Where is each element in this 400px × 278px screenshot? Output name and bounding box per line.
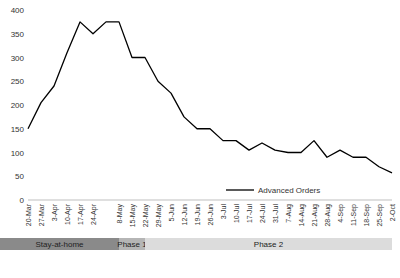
x-axis: [28, 200, 392, 201]
y-tick-label: 300: [11, 54, 25, 63]
x-tick-label: 12-Jun: [181, 204, 188, 226]
x-tick-label: 17-Jul: [246, 204, 253, 224]
x-tick-label: 27-Mar: [38, 203, 45, 226]
phase-label: Phase 1: [117, 240, 147, 249]
x-tick-label: 10-Jul: [233, 204, 240, 224]
x-tick-label: 24-Apr: [90, 203, 98, 225]
x-tick-label: 28-Aug: [324, 204, 332, 227]
x-tick-label: 26-Jun: [207, 204, 214, 226]
x-tick-label: 8-May: [116, 204, 124, 224]
legend-label: Advanced Orders: [258, 186, 320, 195]
x-tick-label: 20-Mar: [25, 203, 32, 226]
y-tick-label: 250: [11, 77, 25, 86]
y-tick-label: 100: [11, 149, 25, 158]
x-tick-label: 21-Aug: [311, 204, 319, 227]
x-tick-label: 17-Apr: [77, 203, 85, 225]
x-tick-label: 3-Apr: [51, 203, 59, 221]
y-tick-label: 400: [11, 6, 25, 15]
legend-swatch: [226, 189, 254, 190]
y-tick-label: 200: [11, 101, 25, 110]
x-tick-label: 24-Jul: [259, 204, 266, 224]
x-tick-label: 3-Jul: [220, 204, 227, 220]
chart: 0 50 100 150 200 250 300 350 400 20-Mar 27-Mar 3-Ap…: [0, 0, 400, 278]
x-tick-label: 14-Aug: [298, 204, 306, 227]
x-tick-label: 29-May: [155, 204, 163, 228]
phase-label: Phase 2: [254, 240, 284, 249]
x-tick-label: 15-May: [129, 204, 137, 228]
x-tick-label: 31-Jul: [272, 204, 279, 224]
x-tick-label: 4-Sep: [337, 204, 345, 223]
phase-bar: [0, 238, 119, 250]
y-tick-label: 0: [20, 196, 25, 205]
x-tick-label: 7-Aug: [285, 204, 293, 223]
x-tick-label: 18-Sep: [363, 204, 371, 227]
x-tick-label: 11-Sep: [350, 204, 358, 226]
y-tick-label: 350: [11, 30, 25, 39]
phase-bar: [145, 238, 392, 250]
plot-area: [28, 22, 392, 173]
series-line: [28, 22, 392, 173]
x-tick-label: 2-Oct: [389, 204, 396, 221]
x-tick-label: 5-Jun: [168, 204, 175, 222]
x-tick-label: 25-Sep: [376, 204, 384, 227]
x-tick-label: 10-Apr: [64, 203, 72, 225]
x-tick-label: 19-Jun: [194, 204, 201, 226]
y-tick-label: 150: [11, 125, 25, 134]
y-tick-label: 50: [15, 172, 24, 181]
phase-label: Stay-at-home: [35, 240, 84, 249]
x-tick-label: 22-May: [142, 204, 150, 228]
